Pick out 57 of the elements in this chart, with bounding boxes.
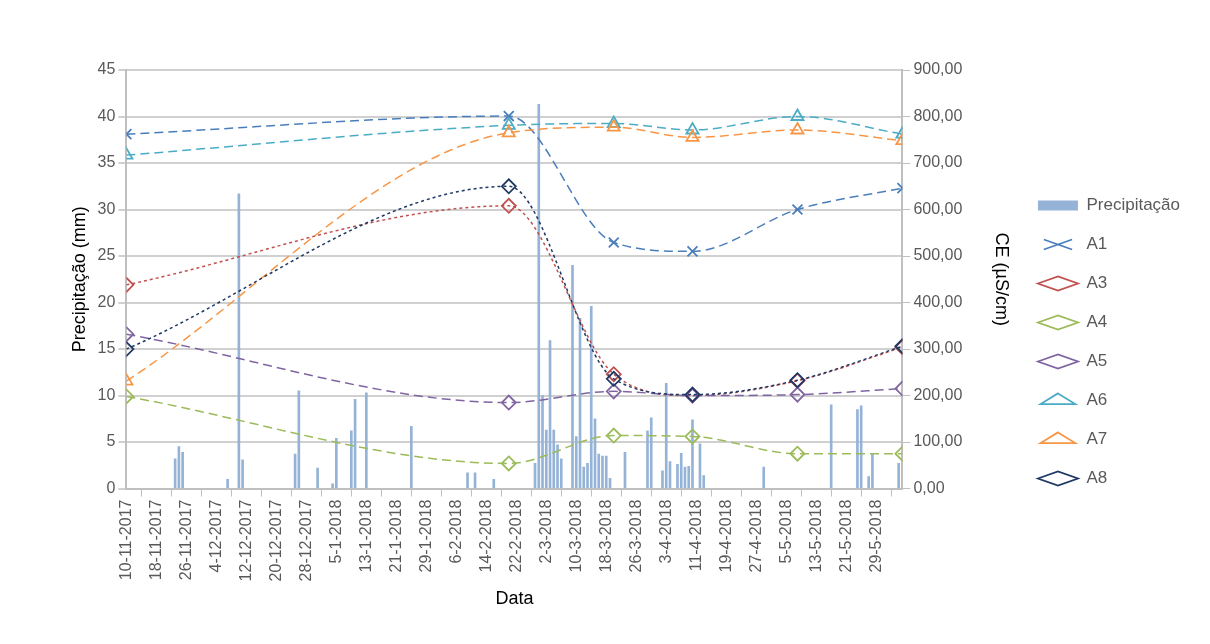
x-tick-label: 13-5-2018: [806, 499, 824, 573]
x-tick-label: 26-11-2017: [176, 499, 194, 581]
x-tick-label: 20-12-2017: [266, 499, 284, 582]
y2-tick-label: 500,00: [913, 246, 963, 264]
y-tick-label: 35: [97, 153, 116, 171]
legend-label: A5: [1086, 351, 1108, 371]
x-tick-label: 11-4-2018: [686, 499, 704, 572]
y2-tick-label: 700,00: [913, 153, 963, 171]
x-tick-label: 10-3-2018: [566, 499, 584, 573]
legend-label: A7: [1086, 429, 1108, 449]
x-tick-label: 19-4-2018: [716, 499, 734, 573]
x-tick-label: 28-12-2017: [296, 499, 314, 582]
y2-tick-label: 100,00: [913, 432, 963, 450]
y-tick-label: 15: [97, 339, 116, 357]
x-tick-label: 2-3-2018: [536, 499, 554, 564]
x-tick-label: 3-4-2018: [656, 499, 674, 564]
x-tick-label: 6-2-2018: [446, 499, 464, 564]
y2-tick-label: 200,00: [913, 385, 963, 403]
legend-label: A3: [1086, 273, 1108, 293]
y-tick-label: 30: [97, 199, 116, 217]
y-tick-label: 40: [97, 106, 116, 124]
x-tick-label: 27-4-2018: [746, 499, 764, 573]
x-tick-label: 5-5-2018: [776, 499, 794, 564]
y2-tick-label: 600,00: [913, 199, 963, 217]
x-tick-label: 22-2-2018: [506, 499, 524, 573]
y2-tick-label: 900,00: [913, 60, 963, 78]
legend-label: A6: [1086, 390, 1108, 410]
x-tick-label: 13-1-2018: [356, 499, 374, 573]
x-tick-label: 12-12-2017: [236, 499, 254, 582]
y2-tick-label: 0,00: [913, 478, 945, 496]
x-tick-label: 14-2-2018: [476, 499, 494, 573]
y-tick-label: 10: [97, 385, 116, 403]
legend-label: A8: [1086, 468, 1108, 488]
legend-label: A1: [1086, 234, 1108, 254]
y-axis-title: Precipitação (mm): [68, 206, 89, 353]
y-tick-label: 25: [97, 246, 116, 264]
x-tick-label: 29-1-2018: [416, 499, 434, 573]
y-tick-label: 5: [106, 432, 116, 450]
y-tick-label: 20: [97, 292, 116, 310]
x-tick-label: 18-11-2017: [146, 499, 164, 581]
x-tick-label: 21-1-2018: [386, 499, 404, 573]
x-tick-label: 4-12-2017: [206, 499, 224, 573]
y2-tick-label: 800,00: [913, 106, 963, 124]
x-tick-label: 10-11-2017: [116, 499, 134, 581]
y2-tick-label: 300,00: [913, 339, 963, 357]
x-tick-label: 18-3-2018: [596, 499, 614, 573]
legend-label: Precipitação: [1086, 195, 1181, 215]
x-tick-label: 29-5-2018: [866, 499, 884, 573]
y-tick-label: 0: [106, 478, 116, 496]
x-tick-label: 21-5-2018: [836, 499, 854, 573]
y2-axis-title: CE (µS/cm): [992, 232, 1013, 326]
x-tick-label: 26-3-2018: [626, 499, 644, 573]
legend-label: A4: [1086, 312, 1108, 332]
y2-tick-label: 400,00: [913, 292, 963, 310]
x-tick-label: 5-1-2018: [326, 499, 344, 564]
x-axis-title: Data: [495, 588, 535, 609]
y-tick-label: 45: [97, 60, 116, 78]
